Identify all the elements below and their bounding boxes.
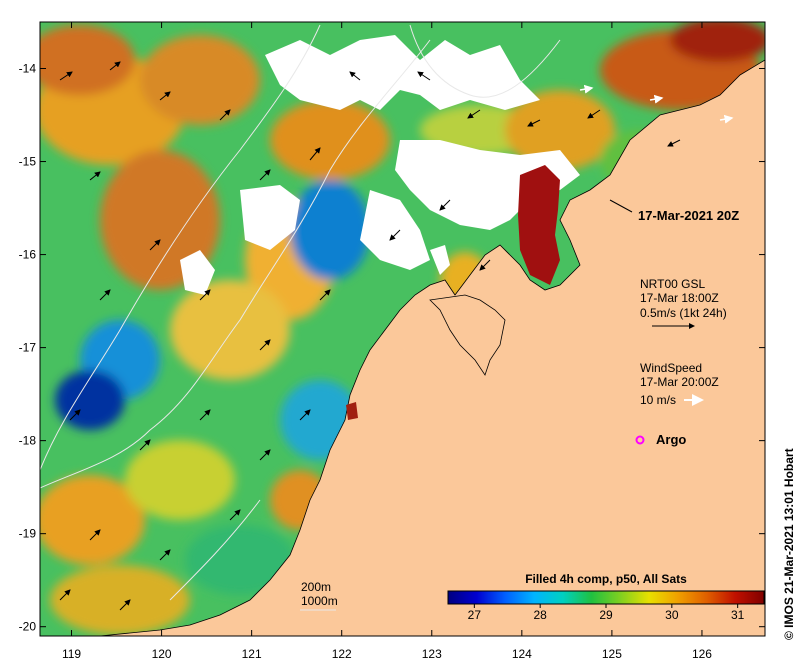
colorbar [447, 590, 765, 605]
timestamp-leader [609, 199, 633, 213]
map-plot-area [40, 22, 765, 636]
lat-tick-label: -16 [19, 248, 37, 262]
current-time-label: 17-Mar 18:00Z [640, 291, 719, 305]
colorbar-tick-label: 30 [665, 608, 679, 622]
colorbar-title: Filled 4h comp, p50, All Sats [525, 572, 687, 586]
lon-tick-label: 122 [332, 647, 352, 661]
lon-tick-label: 124 [512, 647, 532, 661]
plot-frame [39, 21, 766, 637]
current-scale-label: 0.5m/s (1kt 24h) [640, 306, 727, 320]
lat-tick-label: -17 [19, 341, 37, 355]
lon-tick-label: 120 [152, 647, 172, 661]
lon-tick-label: 125 [602, 647, 622, 661]
longitude-tick-labels: 119 120 121 122 123 124 125 126 [62, 647, 712, 661]
wind-scale-label: 10 m/s [640, 393, 676, 407]
isobath-200-label: 200m [301, 580, 331, 594]
warm-spot [346, 402, 358, 420]
argo-label: Argo [656, 432, 686, 447]
lon-tick-label: 119 [62, 647, 81, 661]
colorbar-tick-label: 29 [599, 608, 613, 622]
lon-tick-label: 121 [242, 647, 262, 661]
isobath-1000-label: 1000m [301, 594, 338, 608]
wind-arrows [579, 84, 734, 124]
colorbar-tick-label: 27 [468, 608, 482, 622]
colorbar-tick-label: 31 [731, 608, 745, 622]
lat-tick-label: -14 [19, 62, 37, 76]
current-source-label: NRT00 GSL [640, 277, 705, 291]
colorbar-ticks: 27 28 29 30 31 [468, 604, 745, 622]
lat-tick-label: -19 [19, 527, 37, 541]
land-mass [99, 59, 765, 636]
lon-tick-label: 123 [422, 647, 442, 661]
current-arrows [59, 61, 681, 611]
lon-tick-label: 126 [692, 647, 712, 661]
wind-title-label: WindSpeed [640, 361, 702, 375]
lat-tick-label: -15 [19, 155, 37, 169]
axis-ticks [40, 22, 765, 636]
warm-coastal-strip [518, 165, 560, 285]
colorbar-tick-label: 28 [533, 608, 547, 622]
lat-tick-label: -18 [19, 434, 37, 448]
timestamp-label: 17-Mar-2021 20Z [638, 208, 739, 223]
latitude-tick-labels: -14 -15 -16 -17 -18 -19 -20 [19, 62, 37, 634]
isobath-lines [40, 24, 561, 601]
peninsula [429, 294, 506, 376]
wind-time-label: 17-Mar 20:00Z [640, 375, 719, 389]
lat-tick-label: -20 [19, 620, 37, 634]
argo-marker-icon [635, 435, 645, 445]
